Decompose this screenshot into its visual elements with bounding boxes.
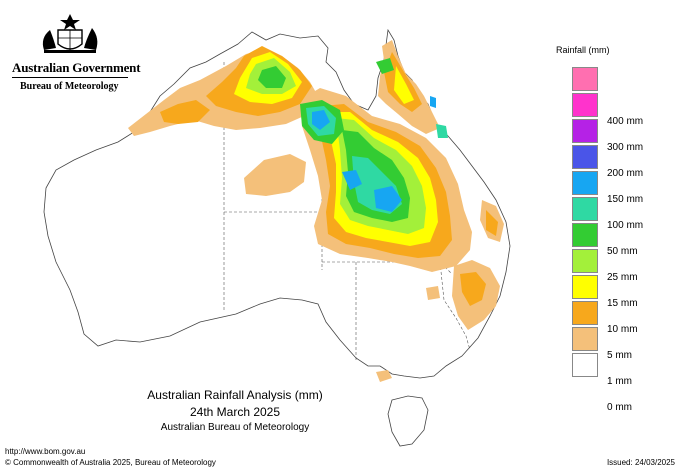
legend-swatch xyxy=(572,145,598,169)
legend-swatch xyxy=(572,93,598,117)
legend-label: 100 mm xyxy=(607,220,644,231)
legend-swatch xyxy=(572,301,598,325)
legend-label: 25 mm xyxy=(607,272,638,283)
legend-swatch xyxy=(572,275,598,299)
website-link[interactable]: http://www.bom.gov.au xyxy=(5,447,86,456)
legend-swatch xyxy=(572,223,598,247)
map-title: Australian Rainfall Analysis (mm) xyxy=(147,388,323,402)
legend-label: 1 mm xyxy=(607,376,632,387)
legend-label: 15 mm xyxy=(607,298,638,309)
rainfall-shading xyxy=(128,40,504,382)
map-organisation: Australian Bureau of Meteorology xyxy=(160,422,310,433)
agency-title: Bureau of Meteorology xyxy=(20,81,119,92)
legend-swatch xyxy=(572,67,598,91)
legend-label: 200 mm xyxy=(607,168,644,179)
legend-swatch xyxy=(572,327,598,351)
legend-label: 50 mm xyxy=(607,246,638,257)
legend-label: 5 mm xyxy=(607,350,632,361)
legend-title: Rainfall (mm) xyxy=(556,45,610,55)
legend-label: 300 mm xyxy=(607,142,644,153)
legend-swatch xyxy=(572,353,598,377)
government-title: Australian Government xyxy=(12,60,141,75)
issued-date: Issued: 24/03/2025 xyxy=(606,458,675,467)
coat-of-arms-emblem xyxy=(42,14,98,53)
legend-label: 10 mm xyxy=(607,324,638,335)
tasmania xyxy=(387,395,429,447)
copyright-notice: © Commonwealth of Australia 2025, Bureau… xyxy=(5,458,216,467)
legend-swatch xyxy=(572,119,598,143)
legend-label: 0 mm xyxy=(607,402,632,413)
legend-swatch xyxy=(572,249,598,273)
legend-swatch xyxy=(572,197,598,221)
legend-swatch xyxy=(572,171,598,195)
header-divider xyxy=(12,77,128,78)
legend-label: 150 mm xyxy=(607,194,644,205)
legend-label: 400 mm xyxy=(607,116,644,127)
map-date: 24th March 2025 xyxy=(189,405,281,419)
